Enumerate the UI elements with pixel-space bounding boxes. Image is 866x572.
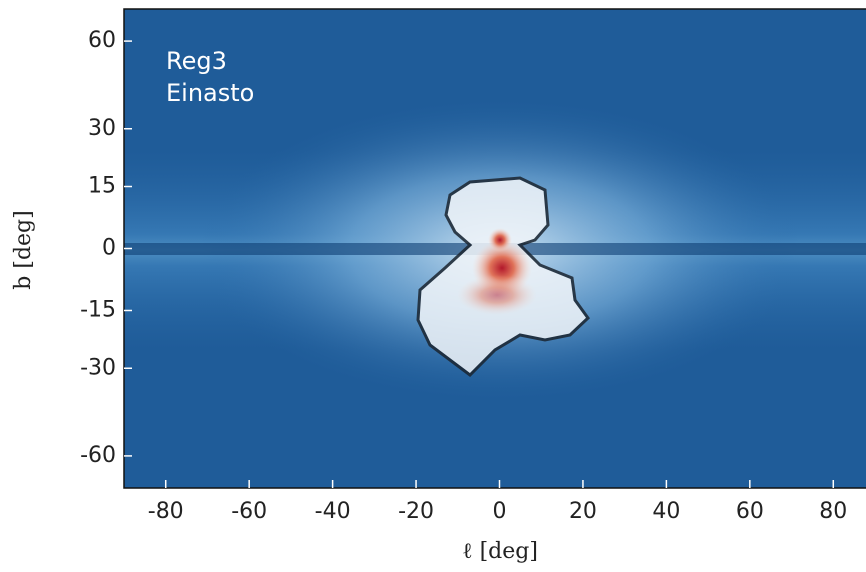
x-tick-label: -60 <box>231 499 267 524</box>
x-tick-label: 0 <box>493 499 507 524</box>
x-tick-label: 80 <box>819 499 847 524</box>
x-tick-label: -80 <box>148 499 184 524</box>
x-tick-label: 60 <box>736 499 764 524</box>
y-tick-label: -30 <box>80 355 116 380</box>
y-tick-label: 30 <box>88 116 116 141</box>
y-axis-label: b [deg] <box>11 210 36 289</box>
y-tick-label: 0 <box>102 236 116 261</box>
annotation: Einasto <box>166 79 254 107</box>
x-axis-label: ℓ [deg] <box>462 539 538 564</box>
y-tick-label: -60 <box>80 443 116 468</box>
x-tick-label: -20 <box>398 499 434 524</box>
annotation: Reg3 <box>166 47 227 75</box>
chart: Reg3 Einasto ℓ [deg] b [deg] -80 -60 -40 -2… <box>0 0 866 568</box>
y-tick-label: 60 <box>88 28 116 53</box>
x-tick-label: -40 <box>315 499 351 524</box>
x-tick-label: 20 <box>569 499 597 524</box>
y-tick-label: 15 <box>88 174 116 199</box>
y-tick-label: -15 <box>80 297 116 322</box>
x-tick-label: 40 <box>652 499 680 524</box>
